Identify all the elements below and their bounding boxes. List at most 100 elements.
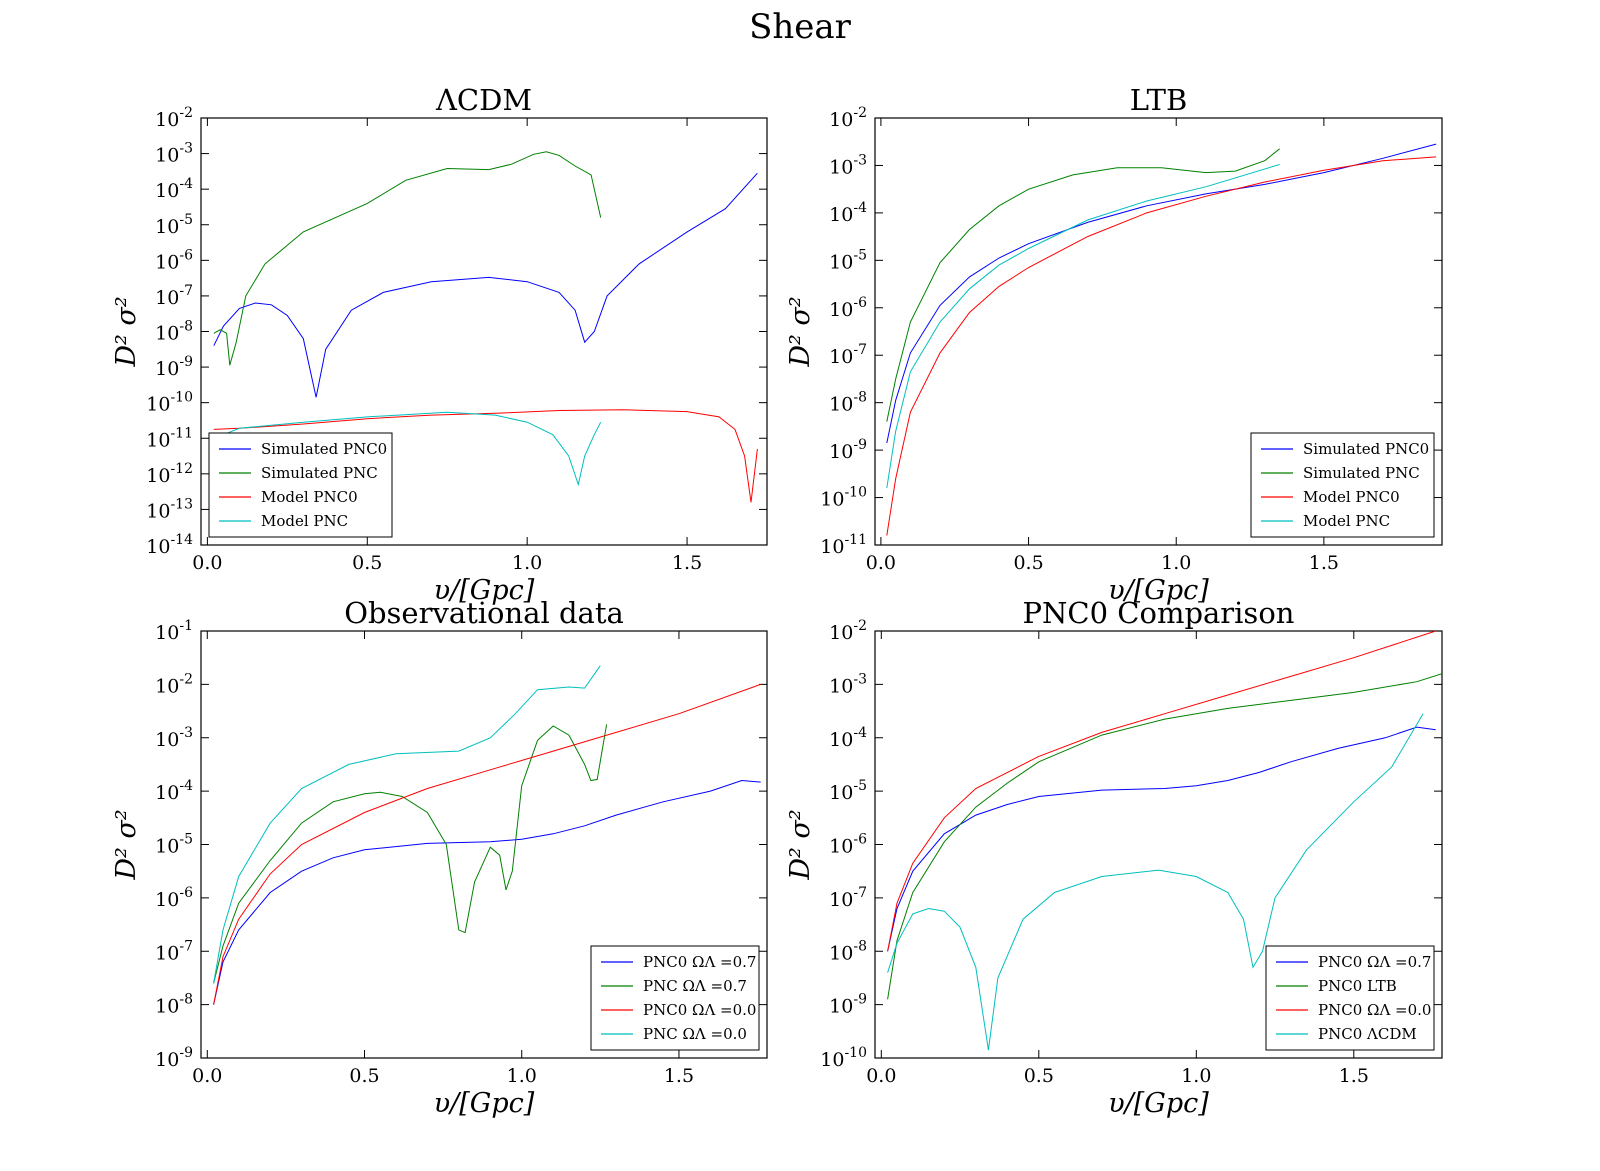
- panel-title: LTB: [1130, 83, 1188, 117]
- x-tick-label: 0.5: [1013, 552, 1043, 574]
- series-line-1: [887, 726, 1436, 952]
- y-tick-label: 10-7: [155, 938, 193, 964]
- panel-title: PNC0 Comparison: [1023, 596, 1295, 630]
- y-tick-label: 10-12: [146, 461, 193, 487]
- y-tick-label: 10-2: [829, 618, 867, 644]
- panel-title: Observational data: [344, 596, 624, 630]
- y-tick-label: 10-5: [155, 832, 193, 858]
- x-tick-label: 0.0: [866, 1065, 896, 1087]
- y-tick-label: 10-11: [146, 425, 193, 451]
- y-tick-label: 10-3: [155, 725, 193, 751]
- y-tick-label: 10-8: [829, 938, 867, 964]
- y-tick-label: 10-1: [155, 618, 193, 644]
- legend-box: [1265, 945, 1435, 1051]
- series-line-2: [213, 724, 608, 984]
- x-tick-label: 0.0: [866, 552, 896, 574]
- y-tick-label: 10-6: [829, 295, 867, 321]
- y-tick-label: 10-7: [155, 283, 193, 309]
- y-tick-label: 10-10: [820, 1045, 867, 1071]
- legend-label: PNC ΩΛ =0.7: [643, 977, 747, 995]
- legend-label: Model PNC: [1303, 512, 1390, 530]
- series-line-4: [213, 665, 601, 984]
- x-tick-label: 0.5: [1024, 1065, 1054, 1087]
- x-tick-label: 1.0: [507, 1065, 537, 1087]
- series-line-3: [213, 683, 761, 1005]
- legend: PNC0 ΩΛ =0.7 PNC ΩΛ =0.7 PNC0 ΩΛ =0.0 PNC Ω…: [590, 945, 760, 1051]
- legend: PNC0 ΩΛ =0.7 PNC0 LTB PNC0 ΩΛ =0.0 PNC0 ΛCD…: [1265, 945, 1435, 1051]
- legend-label: Model PNC0: [1303, 488, 1400, 506]
- y-tick-label: 10-10: [820, 485, 867, 511]
- y-tick-label: 10-6: [829, 832, 867, 858]
- plot-frame: [874, 117, 1443, 546]
- y-tick-label: 10-5: [829, 778, 867, 804]
- x-axis-label: υ/[Gpc]: [434, 575, 535, 606]
- y-tick-label: 10-4: [829, 200, 867, 226]
- y-tick-label: 10-3: [829, 671, 867, 697]
- legend-label: PNC0 LTB: [1318, 977, 1397, 995]
- legend-label: PNC0 ΩΛ =0.0: [643, 1001, 756, 1019]
- y-tick-label: 10-7: [829, 342, 867, 368]
- series-line-2: [886, 148, 1280, 422]
- y-tick-label: 10-8: [829, 390, 867, 416]
- series-line-2: [887, 673, 1442, 1000]
- y-tick-label: 10-9: [829, 437, 867, 463]
- legend-label: Model PNC: [261, 512, 348, 530]
- panel-3: Observational data 10-9 10-8 10-7 10-6 10-5 10…: [111, 596, 768, 1119]
- y-axis-label: D² σ²: [111, 809, 142, 880]
- x-tick-label: 1.5: [1309, 552, 1339, 574]
- legend-label: PNC0 ΩΛ =0.7: [1318, 953, 1431, 971]
- y-tick-label: 10-2: [829, 105, 867, 131]
- y-tick-label: 10-2: [155, 105, 193, 131]
- series-line-3: [886, 156, 1437, 536]
- panel-2: LTB 10-11 10-10 10-9 10-8 10-7 10-6 10-5 10-4 10-…: [785, 83, 1443, 606]
- series-line-4: [887, 713, 1424, 1051]
- x-tick-label: 1.5: [664, 1065, 694, 1087]
- legend-label: PNC0 ΛCDM: [1318, 1025, 1417, 1043]
- y-tick-label: 10-6: [155, 247, 193, 273]
- x-tick-label: 1.0: [1181, 1065, 1211, 1087]
- y-tick-label: 10-3: [155, 141, 193, 167]
- legend-box: [590, 945, 760, 1051]
- x-tick-label: 0.5: [352, 552, 382, 574]
- y-tick-label: 10-10: [146, 390, 193, 416]
- x-tick-label: 0.5: [349, 1065, 379, 1087]
- series-line-1: [213, 779, 761, 1005]
- legend-label: PNC ΩΛ =0.0: [643, 1025, 747, 1043]
- series-line-3: [213, 409, 758, 503]
- y-tick-label: 10-13: [146, 496, 193, 522]
- panel-title: ΛCDM: [435, 83, 532, 117]
- series-line-1: [886, 143, 1437, 444]
- x-axis-label: υ/[Gpc]: [1108, 1088, 1209, 1119]
- y-tick-label: 10-9: [829, 992, 867, 1018]
- y-tick-label: 10-5: [155, 212, 193, 238]
- y-tick-label: 10-7: [829, 885, 867, 911]
- panel-1: ΛCDM 10-14 10-13 10-12 10-11 10-10 10-9 10-8 10-…: [111, 83, 768, 606]
- legend-label: Model PNC0: [261, 488, 358, 506]
- legend: Simulated PNC0 Simulated PNC Model PNC0 Mod…: [208, 432, 393, 538]
- y-tick-label: 10-6: [155, 885, 193, 911]
- panel-4: PNC0 Comparison 10-10 10-9 10-8 10-7 10-6 10-5…: [785, 596, 1443, 1119]
- x-axis-label: υ/[Gpc]: [1108, 575, 1209, 606]
- x-tick-label: 0.0: [192, 552, 222, 574]
- series-line-4: [213, 411, 602, 487]
- series-line-3: [887, 631, 1436, 952]
- legend: Simulated PNC0 Simulated PNC Model PNC0 Mod…: [1250, 432, 1435, 538]
- x-axis-label: υ/[Gpc]: [434, 1088, 535, 1119]
- x-tick-label: 1.5: [672, 552, 702, 574]
- y-tick-label: 10-11: [820, 532, 867, 558]
- series-line-2: [213, 151, 602, 366]
- legend-box: [208, 432, 393, 538]
- y-tick-label: 10-14: [146, 532, 193, 558]
- y-tick-label: 10-4: [155, 778, 193, 804]
- panels: ΛCDM 10-14 10-13 10-12 10-11 10-10 10-9 10-8 10-…: [111, 83, 1443, 1119]
- x-tick-label: 1.0: [1161, 552, 1191, 574]
- legend-label: PNC0 ΩΛ =0.7: [643, 953, 756, 971]
- legend-label: Simulated PNC0: [1303, 440, 1429, 458]
- y-tick-label: 10-4: [829, 725, 867, 751]
- series-line-1: [213, 172, 758, 398]
- y-axis-label: D² σ²: [785, 296, 816, 367]
- y-tick-label: 10-9: [155, 354, 193, 380]
- y-tick-label: 10-8: [155, 319, 193, 345]
- legend-label: PNC0 ΩΛ =0.0: [1318, 1001, 1431, 1019]
